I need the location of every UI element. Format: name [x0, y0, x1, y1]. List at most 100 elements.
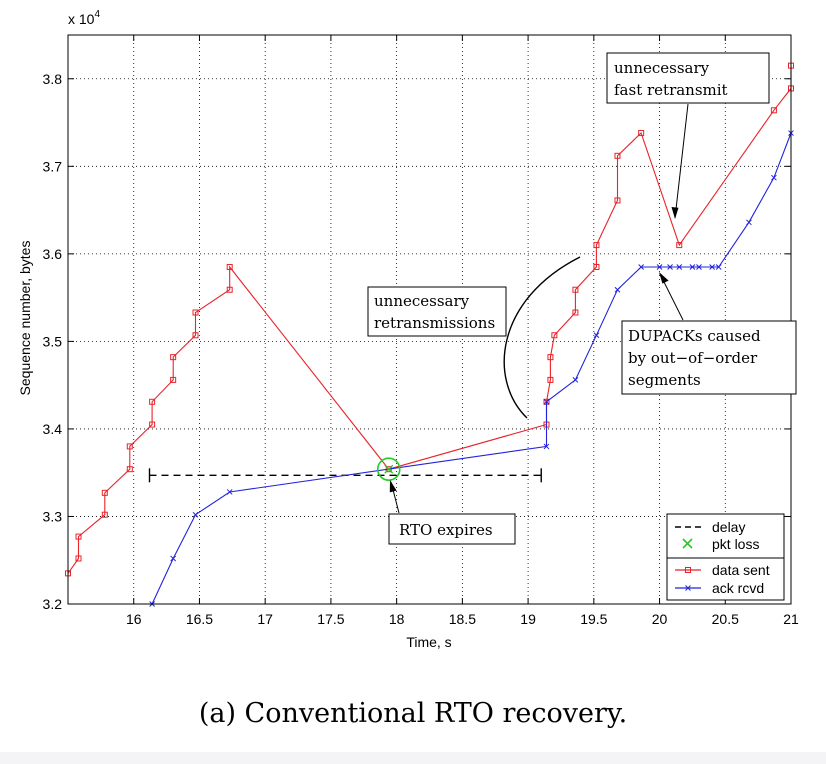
- point-ack-rcvd: [667, 264, 673, 270]
- annotation-fast-arrowhead: [671, 207, 679, 219]
- annotation-rto-box: [388, 513, 516, 545]
- annotation-retrans-box: [367, 286, 507, 337]
- annotation-fast-box: [606, 52, 770, 104]
- point-ack-rcvd: [696, 264, 702, 270]
- annotation-retrans-line-1: unnecessary: [374, 292, 470, 310]
- y-tick-label: 3.2: [43, 596, 63, 612]
- y-tick-label: 3.8: [43, 71, 63, 87]
- y-tick-label: 3.5: [43, 333, 63, 349]
- legend-ack-rcvd-label: ack rcvd: [712, 580, 764, 596]
- x-tick-label: 19: [520, 611, 536, 627]
- series-line-data-sent: [67, 65, 792, 574]
- point-ack-rcvd: [614, 286, 621, 293]
- annotation-retrans-line-2: retransmissions: [374, 314, 495, 332]
- annotation-fast-line-1: unnecessary: [614, 59, 710, 77]
- point-data-sent: [638, 130, 645, 137]
- legend: delay pkt loss data sent ack rcvd: [666, 513, 785, 601]
- point-data-sent: [572, 309, 579, 316]
- annotation-rto-arrowhead: [389, 480, 397, 493]
- pkt-loss-x: [384, 464, 394, 474]
- annotation-dupacks-line-1: DUPACKs caused: [628, 327, 761, 345]
- series-line-ack-rcvd: [151, 132, 792, 605]
- point-data-sent: [126, 443, 133, 450]
- point-ack-rcvd: [676, 264, 683, 270]
- point-data-sent: [593, 242, 600, 249]
- legend-data-sent-label: data sent: [712, 562, 770, 578]
- point-ack-rcvd: [192, 511, 199, 518]
- x-tick-label: 17.5: [317, 611, 344, 627]
- point-data-sent: [614, 152, 621, 159]
- annotation-dupacks-box: [621, 320, 797, 395]
- x-tick-label: 18: [389, 611, 405, 627]
- y-tick-label: 3.6: [43, 246, 63, 262]
- y-axis-label: Sequence number, bytes: [17, 241, 33, 396]
- point-ack-rcvd: [543, 443, 550, 450]
- point-data-sent: [170, 376, 177, 383]
- point-data-sent: [547, 354, 554, 361]
- point-data-sent: [226, 286, 233, 293]
- y-multiplier: x 104: [68, 9, 100, 27]
- chart: 16 16.5 17 17.5 18 18.5 19 19.5 20 20.5 21 3.2 3.3 3.…: [17, 9, 799, 650]
- point-data-sent: [614, 197, 621, 204]
- point-data-sent: [551, 332, 558, 339]
- point-data-sent: [149, 398, 156, 405]
- point-data-sent: [170, 354, 177, 361]
- point-ack-rcvd: [771, 174, 777, 181]
- point-ack-rcvd: [572, 377, 579, 383]
- series-layer: [65, 62, 794, 607]
- pkt-loss-marker: [376, 457, 401, 481]
- point-data-sent: [572, 286, 579, 293]
- point-data-sent: [192, 332, 199, 339]
- annotation-dupacks-line-3: segments: [628, 371, 701, 389]
- legend-data-sent-marker: [685, 567, 691, 573]
- point-ack-rcvd: [543, 398, 550, 405]
- point-ack-rcvd: [689, 264, 696, 270]
- y-tick-label: 3.4: [43, 421, 63, 437]
- point-ack-rcvd: [715, 264, 722, 270]
- x-tick-label: 20: [652, 611, 668, 627]
- point-ack-rcvd: [226, 489, 233, 495]
- point-data-sent: [101, 511, 108, 518]
- annotation-fast-arrow: [674, 103, 689, 219]
- figure-caption: (a) Conventional RTO recovery.: [198, 698, 628, 729]
- annotation-dupacks: DUPACKs caused by out−of−order segments: [621, 272, 797, 395]
- y-tick-label: 3.3: [43, 508, 63, 524]
- point-ack-rcvd: [593, 332, 600, 339]
- x-tick-label: 16: [126, 611, 142, 627]
- legend-ack-rcvd-marker: [685, 585, 691, 591]
- point-data-sent: [593, 263, 600, 270]
- point-data-sent: [770, 107, 777, 114]
- x-tick-label: 19.5: [580, 611, 607, 627]
- legend-pkt-loss-swatch: [682, 538, 693, 549]
- annotation-fast-line-2: fast retransmit: [614, 81, 728, 99]
- point-ack-rcvd: [638, 264, 644, 270]
- y-multiplier-exponent: 4: [94, 9, 100, 20]
- point-data-sent: [126, 466, 133, 473]
- point-data-sent: [192, 309, 199, 316]
- point-data-sent: [676, 242, 683, 249]
- x-tick-label: 21: [783, 611, 799, 627]
- plot-frame: [67, 34, 792, 605]
- y-tick-label: 3.7: [43, 158, 63, 174]
- point-data-sent: [547, 376, 554, 383]
- annotation-retransmissions: unnecessary retransmissions: [367, 256, 581, 419]
- point-ack-rcvd: [170, 555, 177, 562]
- page-bottom-strip: [0, 752, 826, 764]
- point-data-sent: [75, 555, 82, 562]
- x-axis-label: Time, s: [406, 634, 451, 650]
- x-tick-label: 16.5: [186, 611, 213, 627]
- annotation-dupacks-arrowhead: [659, 272, 669, 284]
- x-tick-label: 18.5: [449, 611, 476, 627]
- legend-pkt-loss-label: pkt loss: [712, 536, 759, 552]
- axis-ticks: 16 16.5 17 17.5 18 18.5 19 19.5 20 20.5 21 3.2 3.3 3.…: [43, 35, 799, 627]
- annotation-rto-text: RTO expires: [399, 521, 493, 539]
- x-tick-label: 20.5: [712, 611, 739, 627]
- point-data-sent: [75, 533, 82, 540]
- point-ack-rcvd: [709, 264, 715, 270]
- point-data-sent: [149, 421, 156, 428]
- annotation-rto-expires: RTO expires: [388, 480, 516, 545]
- annotation-fast-retransmit: unnecessary fast retransmit: [606, 52, 770, 219]
- legend-delay-label: delay: [712, 519, 745, 535]
- point-data-sent: [226, 263, 233, 270]
- point-data-sent: [101, 489, 108, 496]
